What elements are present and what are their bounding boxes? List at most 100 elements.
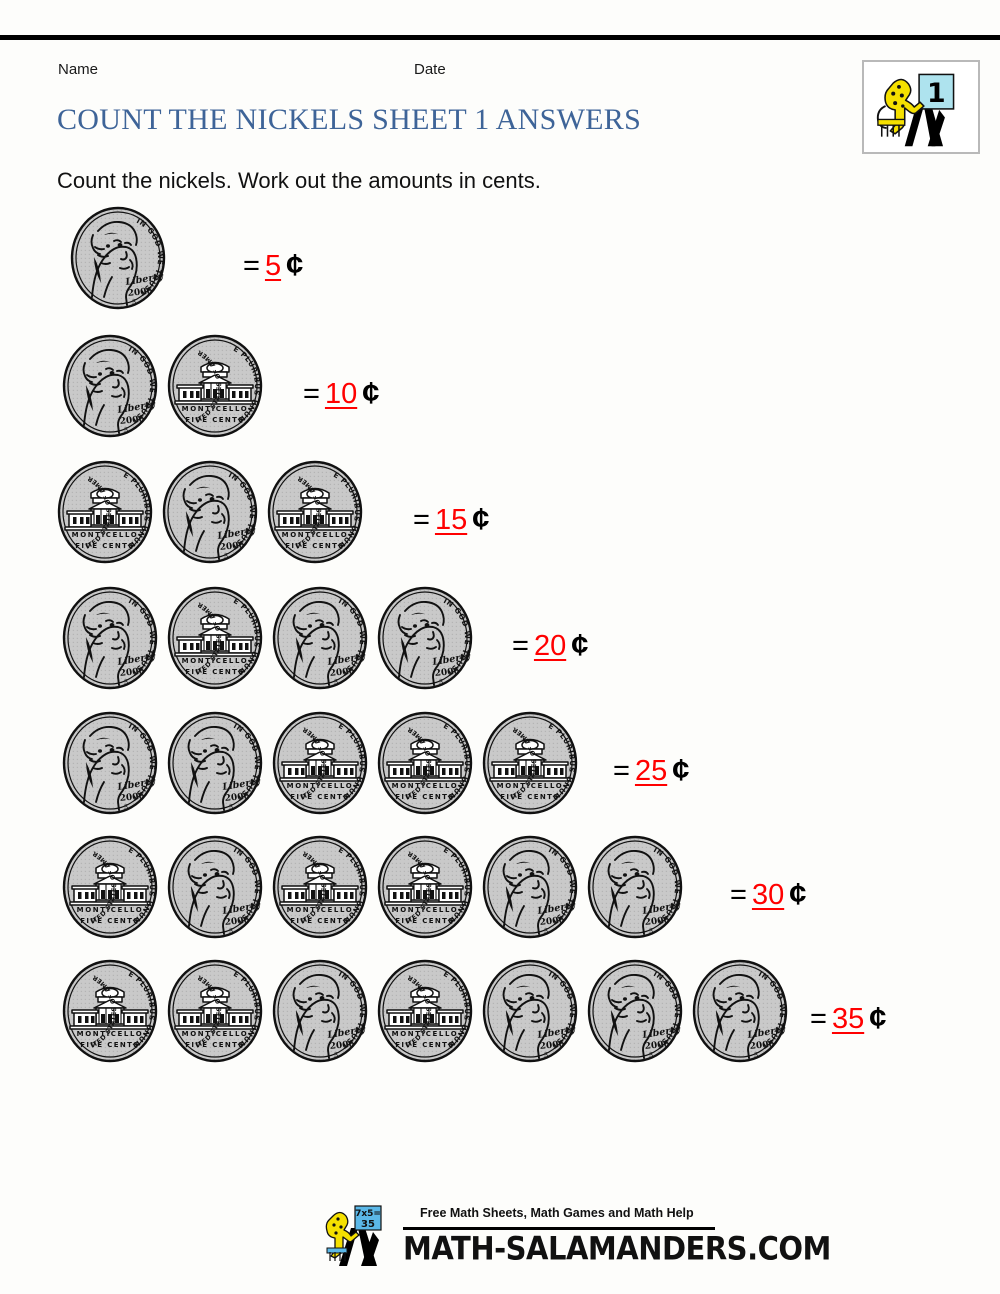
svg-text:S: S (649, 1052, 653, 1059)
equals-sign: = (512, 630, 529, 662)
svg-text:FIVE CENTS: FIVE CENTS (500, 793, 560, 801)
coin-heads: IN GOD WE TRUST Liberty 2006 S (68, 205, 168, 311)
svg-text:S: S (132, 299, 136, 306)
svg-text:2006: 2006 (434, 666, 460, 679)
svg-text:FIVE CENTS: FIVE CENTS (185, 668, 245, 676)
m-mark-icon (904, 106, 945, 147)
nickel-heads: IN GOD WE TRUST Liberty 2006 S (162, 460, 257, 564)
coin-tails: E PLURIBUS UNUM UNITED STATES OF AMERICA… (162, 327, 265, 439)
nickel-heads: IN GOD WE TRUST Liberty 2006 S (70, 206, 165, 310)
nickel-tails: E PLURIBUS UNUM UNITED STATES OF AMERICA… (372, 952, 473, 1063)
svg-text:2006: 2006 (539, 1039, 565, 1052)
nickel-tails: E PLURIBUS UNUM UNITED STATES OF AMERICA… (262, 453, 363, 564)
footer-tagline: Free Math Sheets, Math Games and Math He… (420, 1206, 694, 1220)
answer-expression: = 5 ¢ (243, 249, 303, 281)
nickel-heads: IN GOD WE TRUST Liberty 2006 S (62, 586, 157, 690)
svg-text:MONTICELLO: MONTICELLO (287, 782, 354, 790)
coin-heads: IN GOD WE TRUST Liberty 2006 S (585, 834, 685, 940)
svg-text:2006: 2006 (644, 915, 670, 928)
coin-tails: E PLURIBUS UNUM UNITED STATES OF AMERICA… (52, 453, 155, 565)
nickel-heads: IN GOD WE TRUST Liberty 2006 S (587, 959, 682, 1063)
problem-row: IN GOD WE TRUST Liberty 2006 S (0, 704, 1000, 820)
svg-text:MONTICELLO: MONTICELLO (182, 1030, 249, 1038)
svg-text:S: S (334, 1052, 338, 1059)
nickel-heads: IN GOD WE TRUST Liberty 2006 S (167, 835, 262, 939)
svg-text:FIVE CENTS: FIVE CENTS (290, 917, 350, 925)
svg-text:S: S (439, 679, 443, 686)
svg-text:FIVE CENTS: FIVE CENTS (185, 1041, 245, 1049)
svg-text:2006: 2006 (219, 540, 245, 553)
svg-text:FIVE CENTS: FIVE CENTS (395, 1041, 455, 1049)
svg-text:MONTICELLO: MONTICELLO (392, 782, 459, 790)
page-title: COUNT THE NICKELS SHEET 1 ANSWERS (57, 103, 642, 136)
svg-text:MONTICELLO: MONTICELLO (72, 531, 139, 539)
svg-text:MONTICELLO: MONTICELLO (182, 657, 249, 665)
problem-row: E PLURIBUS UNUM UNITED STATES OF AMERICA… (0, 828, 1000, 944)
cent-symbol: ¢ (472, 501, 490, 536)
nickel-tails: E PLURIBUS UNUM UNITED STATES OF AMERICA… (372, 828, 473, 939)
svg-text:2006: 2006 (539, 915, 565, 928)
answer-expression: = 15 ¢ (413, 503, 489, 535)
date-label: Date (414, 61, 446, 78)
svg-text:MONTICELLO: MONTICELLO (77, 1030, 144, 1038)
cent-symbol: ¢ (362, 375, 380, 410)
answer-expression: = 30 ¢ (730, 878, 806, 910)
nickel-tails: E PLURIBUS UNUM UNITED STATES OF AMERICA… (267, 704, 368, 815)
problem-row: E PLURIBUS UNUM UNITED STATES OF AMERICA… (0, 453, 1000, 569)
footer-salamander-icon (325, 1211, 360, 1261)
svg-text:MONTICELLO: MONTICELLO (497, 782, 564, 790)
logo-svg: 1 (876, 73, 955, 147)
equals-sign: = (243, 250, 260, 282)
cent-symbol: ¢ (672, 752, 690, 787)
svg-text:2006: 2006 (644, 1039, 670, 1052)
equals-sign: = (730, 879, 747, 911)
svg-text:S: S (124, 804, 128, 811)
nickel-tails: E PLURIBUS UNUM UNITED STATES OF AMERICA… (57, 952, 158, 1063)
nickel-heads: IN GOD WE TRUST Liberty 2006 S (377, 586, 472, 690)
svg-text:2006: 2006 (224, 791, 250, 804)
svg-text:S: S (124, 679, 128, 686)
svg-text:S: S (224, 553, 228, 560)
coin-heads: IN GOD WE TRUST Liberty 2006 S (690, 958, 790, 1064)
svg-text:FIVE CENTS: FIVE CENTS (80, 1041, 140, 1049)
nickel-tails: E PLURIBUS UNUM UNITED STATES OF AMERICA… (162, 579, 263, 690)
svg-text:FIVE CENTS: FIVE CENTS (290, 793, 350, 801)
nickel-heads: IN GOD WE TRUST Liberty 2006 S (62, 334, 157, 438)
svg-text:MONTICELLO: MONTICELLO (287, 906, 354, 914)
cent-symbol: ¢ (571, 627, 589, 662)
answer-expression: = 20 ¢ (512, 629, 588, 661)
nickel-tails: E PLURIBUS UNUM UNITED STATES OF AMERICA… (372, 704, 473, 815)
nickel-heads: IN GOD WE TRUST Liberty 2006 S (272, 586, 367, 690)
coin-tails: E PLURIBUS UNUM UNITED STATES OF AMERICA… (267, 704, 370, 816)
answer-value: 10 (324, 378, 358, 410)
answer-value: 15 (434, 504, 468, 536)
problem-row: IN GOD WE TRUST Liberty 2006 S (0, 579, 1000, 695)
nickel-heads: IN GOD WE TRUST Liberty 2006 S (62, 711, 157, 815)
answer-value: 30 (751, 879, 785, 911)
svg-text:FIVE CENTS: FIVE CENTS (285, 542, 345, 550)
coin-heads: IN GOD WE TRUST Liberty 2006 S (270, 958, 370, 1064)
coin-tails: E PLURIBUS UNUM UNITED STATES OF AMERICA… (262, 453, 365, 565)
nickel-tails: E PLURIBUS UNUM UNITED STATES OF AMERICA… (477, 704, 578, 815)
footer-salamander-logo: 7x5= 35 (325, 1205, 382, 1266)
svg-text:S: S (229, 928, 233, 935)
svg-text:2006: 2006 (329, 666, 355, 679)
coin-heads: IN GOD WE TRUST Liberty 2006 S (60, 585, 160, 691)
coin-heads: IN GOD WE TRUST Liberty 2006 S (60, 710, 160, 816)
coin-heads: IN GOD WE TRUST Liberty 2006 S (480, 834, 580, 940)
svg-text:S: S (124, 427, 128, 434)
nickel-heads: IN GOD WE TRUST Liberty 2006 S (482, 959, 577, 1063)
cent-symbol: ¢ (789, 876, 807, 911)
coin-heads: IN GOD WE TRUST Liberty 2006 S (270, 585, 370, 691)
footer-board-line1: 7x5= (355, 1209, 381, 1219)
coin-tails: E PLURIBUS UNUM UNITED STATES OF AMERICA… (267, 828, 370, 940)
nickel-heads: IN GOD WE TRUST Liberty 2006 S (692, 959, 787, 1063)
coin-tails: E PLURIBUS UNUM UNITED STATES OF AMERICA… (372, 828, 475, 940)
coin-tails: E PLURIBUS UNUM UNITED STATES OF AMERICA… (162, 579, 265, 691)
problem-row: E PLURIBUS UNUM UNITED STATES OF AMERICA… (0, 952, 1000, 1068)
nickel-tails: E PLURIBUS UNUM UNITED STATES OF AMERICA… (162, 327, 263, 438)
nickel-heads: IN GOD WE TRUST Liberty 2006 S (272, 959, 367, 1063)
math-salamanders-logo: 1 (862, 60, 980, 154)
svg-text:2006: 2006 (224, 915, 250, 928)
footer: 7x5= 35 Free Math Sheets, Math Games and… (325, 1200, 831, 1270)
